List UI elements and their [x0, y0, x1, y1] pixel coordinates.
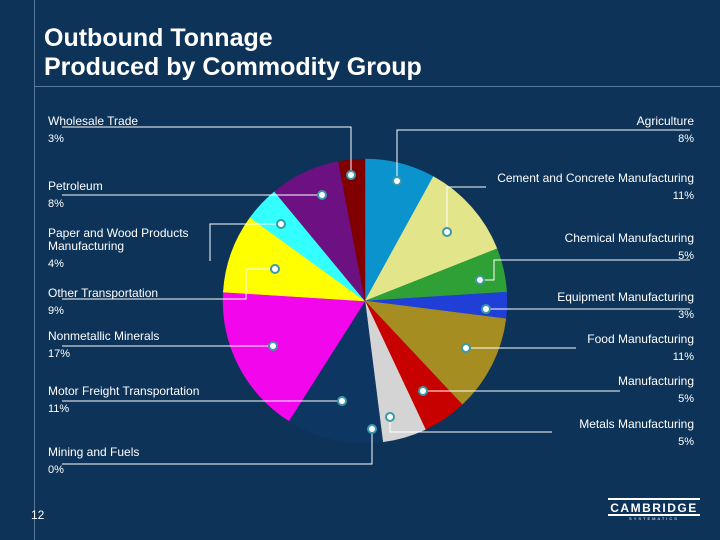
leader-line-agriculture [396, 129, 690, 181]
leader-line-mining-and-fuels [62, 429, 373, 465]
slice-percent: 8% [48, 198, 64, 210]
pie-slice-motor-freight-transportation [288, 300, 384, 444]
marker-food [461, 343, 471, 353]
leader-line-paper-and-wood [209, 223, 281, 261]
marker-wholesale-trade [346, 170, 356, 180]
page-number: 12 [31, 508, 45, 522]
marker-equipment [481, 304, 491, 314]
label-equipment: Equipment Manufacturing 3% [557, 291, 694, 322]
label-chemical: Chemical Manufacturing 5% [565, 232, 694, 263]
marker-cement-concrete [442, 227, 452, 237]
slice-name: Equipment Manufacturing [557, 290, 694, 304]
slice-name: Cement and Concrete Manufacturing [497, 171, 694, 185]
label-cement-concrete: Cement and Concrete Manufacturing 11% [497, 172, 694, 203]
slice-name: Food Manufacturing [587, 332, 694, 346]
leader-markers [268, 170, 491, 434]
marker-chemical [475, 275, 485, 285]
horizontal-rule [34, 86, 720, 87]
leader-line-other-transportation [62, 268, 275, 300]
pie-slice-food-manufacturing [364, 300, 507, 405]
label-agriculture: Agriculture 8% [637, 115, 694, 146]
slice-name: Mining and Fuels [48, 445, 140, 459]
label-wholesale-trade: Wholesale Trade 3% [48, 115, 138, 146]
marker-petroleum [317, 190, 327, 200]
label-nonmetallic-minerals: Nonmetallic Minerals 17% [48, 330, 159, 361]
slice-percent: 3% [48, 133, 64, 145]
label-motor-freight: Motor Freight Transportation 11% [48, 385, 199, 416]
cambridge-logo: CAMBRIDGE SYSTEMATICS [608, 498, 700, 522]
slice-percent: 5% [678, 436, 694, 448]
slice-percent: 11% [672, 190, 694, 202]
slice-name: Agriculture [636, 114, 694, 128]
leader-line-wholesale-trade [62, 126, 352, 175]
label-metals: Metals Manufacturing 5% [579, 418, 694, 449]
label-other-transportation: Other Transportation 9% [48, 287, 158, 318]
slice-percent: 9% [48, 305, 64, 317]
marker-motor-freight [337, 396, 347, 406]
slice-percent: 11% [672, 351, 694, 363]
leader-line-cement-concrete [446, 186, 486, 232]
marker-metals [385, 412, 395, 422]
marker-paper-and-wood [276, 219, 286, 229]
logo-bar-bottom [608, 514, 700, 516]
slice-percent: 4% [48, 258, 64, 270]
logo-subtitle: SYSTEMATICS [629, 516, 679, 521]
slice-percent: 0% [48, 464, 64, 476]
slice-name: Petroleum [48, 179, 103, 193]
label-petroleum: Petroleum 8% [48, 180, 103, 211]
logo-name: CAMBRIDGE [610, 501, 698, 515]
pie-slice-other-transportation [223, 217, 366, 302]
slice-name: Paper and Wood Products Manufacturing [48, 226, 189, 253]
title-line-2: Produced by Commodity Group [44, 53, 422, 81]
marker-agriculture [392, 176, 402, 186]
label-manufacturing: Manufacturing 5% [618, 375, 694, 406]
marker-manufacturing [418, 386, 428, 396]
pie-slice-cement-and-concrete-manufacturing [364, 176, 498, 302]
pie-slice-nonmetallic-minerals [222, 291, 366, 422]
slice-percent: 8% [678, 133, 694, 145]
logo-bar-top [608, 498, 700, 500]
slice-percent: 11% [48, 403, 70, 415]
vertical-rule [34, 0, 35, 540]
pie-slices [222, 158, 508, 444]
slice-name: Nonmetallic Minerals [48, 329, 160, 343]
leader-line-chemical [480, 259, 690, 281]
slice-percent: 3% [678, 309, 694, 321]
label-food: Food Manufacturing 11% [587, 333, 694, 364]
label-paper-and-wood: Paper and Wood Products Manufacturing 4% [48, 227, 198, 271]
slice-name: Motor Freight Transportation [48, 384, 200, 398]
slice-percent: 17% [48, 348, 71, 360]
pie-slice-wholesale-trade [338, 158, 366, 302]
marker-nonmetallic-minerals [268, 341, 278, 351]
marker-other-transportation [270, 264, 280, 274]
slice-name: Chemical Manufacturing [564, 231, 694, 245]
slice-name: Metals Manufacturing [579, 417, 694, 431]
slice-name: Other Transportation [48, 286, 159, 300]
page-title: Outbound Tonnage Produced by Commodity G… [44, 24, 422, 82]
slice-percent: 5% [678, 250, 694, 262]
title-line-1: Outbound Tonnage [44, 24, 273, 52]
slice-name: Wholesale Trade [48, 114, 139, 128]
label-mining-and-fuels: Mining and Fuels 0% [48, 446, 139, 477]
marker-mining-and-fuels [367, 424, 377, 434]
leader-lines [62, 126, 690, 465]
slice-name: Manufacturing [617, 374, 694, 388]
slice-percent: 5% [678, 393, 694, 405]
